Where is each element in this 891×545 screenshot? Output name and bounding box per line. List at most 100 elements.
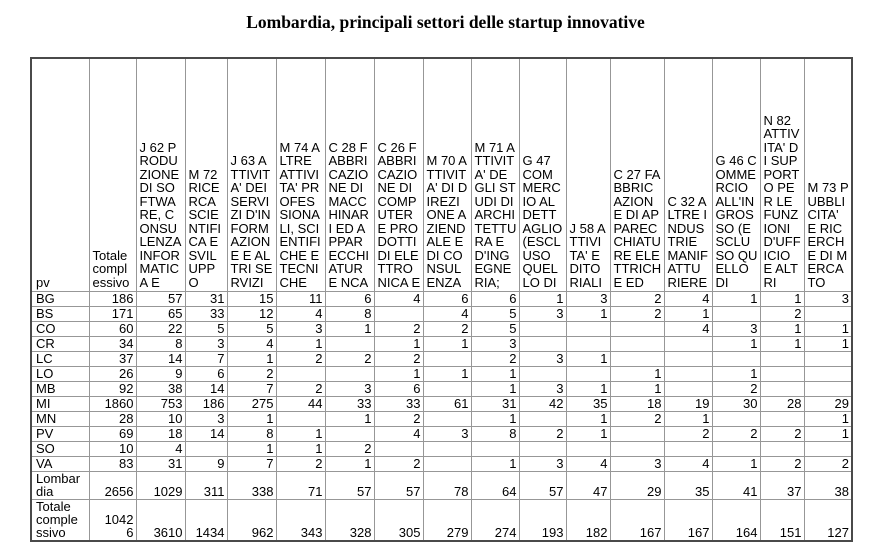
cell-so-g47	[518, 441, 567, 457]
cell-totale-complessivo-m74: 343	[275, 499, 326, 542]
table-row-so: SO 10 4 1 1 2	[30, 441, 853, 457]
cell-bs-n82: 2	[759, 306, 805, 322]
cell-mi-c26: 33	[373, 396, 424, 412]
cell-co-j58	[565, 321, 611, 337]
cell-totale-complessivo-m72: 1434	[184, 499, 228, 542]
cell-co-m72: 5	[184, 321, 228, 337]
cell-co-c26: 2	[373, 321, 424, 337]
cell-totale-complessivo-m71: 274	[470, 499, 520, 542]
cell-lc-c28: 2	[324, 351, 375, 367]
cell-bg-m70: 6	[422, 291, 472, 307]
table-row-totale-complessivo: Totale complessivo 10426 3610 1434 962 343 328…	[30, 499, 853, 542]
cell-mb-n82	[759, 381, 805, 397]
table-row-lo: LO 26 9 6 2 1 1 1 1 1	[30, 366, 853, 382]
cell-so-m73	[803, 441, 853, 457]
cell-pv-j58: 1	[565, 426, 611, 442]
cell-co-j62: 22	[135, 321, 186, 337]
cell-bg-totale: 186	[88, 291, 137, 307]
cell-mn-j63: 1	[226, 411, 277, 427]
cell-cr-j63: 4	[226, 336, 277, 352]
cell-pv-c28	[324, 426, 375, 442]
cell-bs-m72: 33	[184, 306, 228, 322]
cell-bs-c26	[373, 306, 424, 322]
cell-totale-complessivo-j62: 3610	[135, 499, 186, 542]
cell-va-c28: 1	[324, 456, 375, 472]
cell-mi-m72: 186	[184, 396, 228, 412]
row-label-co: CO	[30, 321, 90, 337]
cell-lo-j62: 9	[135, 366, 186, 382]
cell-lombardia-c27: 29	[609, 471, 665, 500]
cell-lombardia-m70: 78	[422, 471, 472, 500]
table-row-co: CO 60 22 5 5 3 1 2 2 5 4 3 1 1	[30, 321, 853, 337]
cell-so-c27	[609, 441, 665, 457]
cell-mb-j62: 38	[135, 381, 186, 397]
cell-pv-c32: 2	[663, 426, 713, 442]
cell-bs-c28: 8	[324, 306, 375, 322]
cell-mb-c32	[663, 381, 713, 397]
cell-va-m74: 2	[275, 456, 326, 472]
cell-bs-g47: 3	[518, 306, 567, 322]
cell-co-m71: 5	[470, 321, 520, 337]
cell-totale-complessivo-c28: 328	[324, 499, 375, 542]
cell-pv-j62: 18	[135, 426, 186, 442]
cell-mi-m73: 29	[803, 396, 853, 412]
cell-lombardia-c26: 57	[373, 471, 424, 500]
cell-lo-m73	[803, 366, 853, 382]
cell-co-c32: 4	[663, 321, 713, 337]
column-header-g46: G 46 COMMERCIO ALL'INGROSSO (ESCLUSO QUE…	[711, 57, 761, 292]
table-row-va: VA 83 31 9 7 2 1 2 1 3 4 3 4 1 2 2	[30, 456, 853, 472]
column-header-c27: C 27 FABBRICAZIONE DI APPARECCHIATURE EL…	[609, 57, 665, 292]
cell-so-j58	[565, 441, 611, 457]
cell-cr-c32	[663, 336, 713, 352]
cell-so-j63: 1	[226, 441, 277, 457]
cell-lombardia-g46: 41	[711, 471, 761, 500]
table-row-lc: LC 37 14 7 1 2 2 2 2 3 1	[30, 351, 853, 367]
cell-bg-m73: 3	[803, 291, 853, 307]
cell-co-m70: 2	[422, 321, 472, 337]
cell-pv-m72: 14	[184, 426, 228, 442]
cell-lombardia-totale: 2656	[88, 471, 137, 500]
cell-bg-j63: 15	[226, 291, 277, 307]
column-header-m73: M 73 PUBBLICITA' E RICERCHE DI MERCATO	[803, 57, 853, 292]
cell-pv-g47: 2	[518, 426, 567, 442]
cell-mn-m70	[422, 411, 472, 427]
cell-mb-m73	[803, 381, 853, 397]
cell-cr-totale: 34	[88, 336, 137, 352]
cell-va-c32: 4	[663, 456, 713, 472]
cell-bs-j63: 12	[226, 306, 277, 322]
cell-lc-totale: 37	[88, 351, 137, 367]
cell-mb-m74: 2	[275, 381, 326, 397]
cell-bg-j58: 3	[565, 291, 611, 307]
row-label-mn: MN	[30, 411, 90, 427]
column-header-c32: C 32 ALTRE INDUSTRIE MANIFATTURIERE	[663, 57, 713, 292]
cell-so-g46	[711, 441, 761, 457]
cell-totale-complessivo-m73: 127	[803, 499, 853, 542]
cell-pv-m71: 8	[470, 426, 520, 442]
cell-mn-g46	[711, 411, 761, 427]
cell-va-n82: 2	[759, 456, 805, 472]
cell-mn-c28: 1	[324, 411, 375, 427]
cell-so-j62: 4	[135, 441, 186, 457]
corner-header-pv: pv	[30, 57, 90, 292]
column-header-j58: J 58 ATTIVITA' EDITORIALI	[565, 57, 611, 292]
row-label-lombardia: Lombardia	[30, 471, 90, 500]
column-header-c26: C 26 FABBRICAZIONE DI COMPUTER E PRODOTT…	[373, 57, 424, 292]
cell-pv-n82: 2	[759, 426, 805, 442]
column-header-j62: J 62 PRODUZIONE DI SOFTWARE, CONSULENZA …	[135, 57, 186, 292]
cell-lombardia-j58: 47	[565, 471, 611, 500]
cell-va-m70	[422, 456, 472, 472]
cell-mi-n82: 28	[759, 396, 805, 412]
cell-bg-c32: 4	[663, 291, 713, 307]
cell-lc-c32	[663, 351, 713, 367]
table-row-bs: BS 171 65 33 12 4 8 4 5 3 1 2 1 2	[30, 306, 853, 322]
cell-mi-c32: 19	[663, 396, 713, 412]
cell-lo-totale: 26	[88, 366, 137, 382]
cell-mi-j58: 35	[565, 396, 611, 412]
cell-lc-n82	[759, 351, 805, 367]
cell-bs-c27: 2	[609, 306, 665, 322]
cell-lc-j62: 14	[135, 351, 186, 367]
cell-mn-m73: 1	[803, 411, 853, 427]
row-label-so: SO	[30, 441, 90, 457]
cell-totale-complessivo-c27: 167	[609, 499, 665, 542]
cell-lo-m74	[275, 366, 326, 382]
